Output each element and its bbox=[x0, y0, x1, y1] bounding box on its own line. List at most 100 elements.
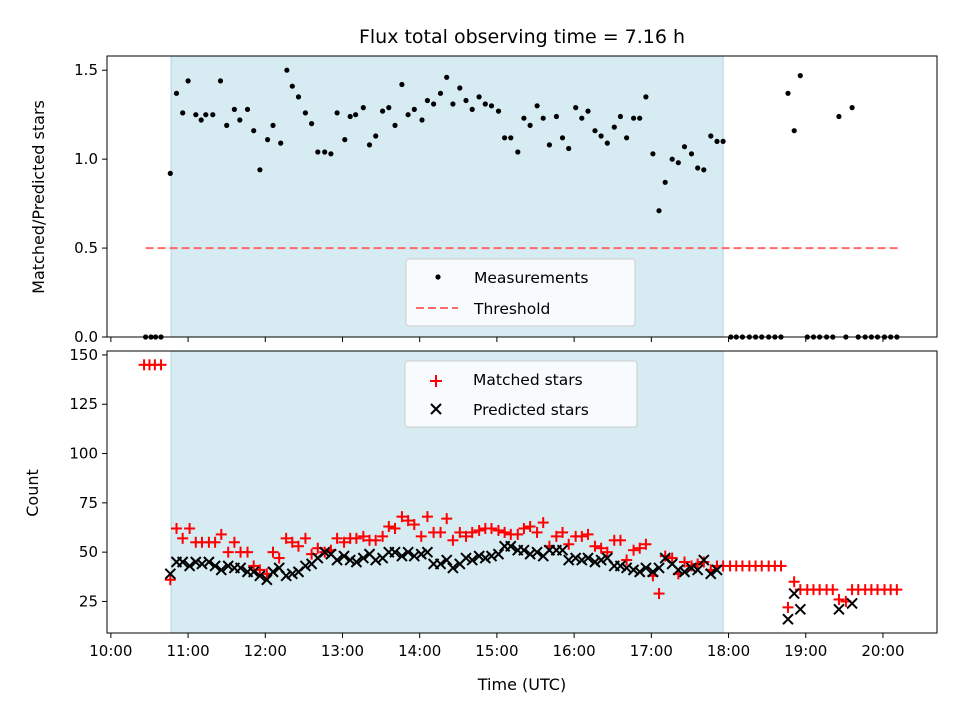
predicted-star-point bbox=[620, 562, 633, 574]
matched-star-point bbox=[280, 532, 292, 544]
predicted-star-point bbox=[254, 570, 266, 582]
predicted-star-point bbox=[357, 552, 370, 564]
legend-predicted-label: Predicted stars bbox=[473, 401, 589, 419]
predicted-star-point bbox=[396, 550, 408, 562]
legend-predicted-marker bbox=[430, 403, 442, 415]
predicted-star-point bbox=[319, 546, 331, 558]
predicted-star-point bbox=[788, 587, 800, 600]
matched-star-point bbox=[891, 584, 903, 596]
x-tick-label: 14:00 bbox=[398, 642, 441, 660]
matched-star-point bbox=[557, 526, 569, 538]
predicted-star-point bbox=[634, 566, 646, 578]
matched-star-point bbox=[698, 556, 710, 568]
measurement-point bbox=[585, 108, 591, 114]
measurement-point bbox=[604, 140, 610, 146]
predicted-star-point bbox=[441, 554, 453, 566]
x-tick-label: 19:00 bbox=[784, 642, 827, 660]
matched-star-point bbox=[659, 550, 671, 562]
x-tick-label: 17:00 bbox=[630, 642, 673, 660]
matched-star-point bbox=[466, 526, 478, 538]
measurement-point bbox=[224, 122, 230, 128]
measurement-point bbox=[334, 110, 340, 116]
matched-star-point bbox=[184, 522, 196, 534]
matched-star-point bbox=[435, 526, 447, 538]
predicted-star-point bbox=[569, 552, 582, 564]
measurement-point bbox=[495, 108, 502, 114]
measurement-point bbox=[502, 135, 508, 141]
measurement-point bbox=[695, 165, 701, 171]
matched-star-point bbox=[628, 544, 640, 556]
matched-star-point bbox=[666, 552, 678, 564]
measurement-point bbox=[424, 97, 430, 104]
measurement-point bbox=[198, 117, 204, 123]
measurement-point bbox=[546, 142, 553, 148]
measurement-point bbox=[231, 106, 237, 112]
predicted-star-point bbox=[203, 556, 215, 568]
predicted-star-point bbox=[782, 613, 794, 625]
matched-star-point bbox=[421, 511, 433, 523]
predicted-star-point bbox=[421, 546, 434, 558]
predicted-star-point bbox=[369, 554, 382, 566]
y-tick-label: 150 bbox=[69, 346, 98, 364]
predicted-star-point bbox=[344, 554, 356, 566]
matched-star-point bbox=[267, 546, 279, 558]
matched-star-point bbox=[454, 526, 466, 538]
matched-star-point bbox=[460, 530, 472, 542]
measurement-point bbox=[347, 113, 353, 120]
predicted-star-point bbox=[286, 568, 299, 580]
predicted-star-point bbox=[524, 548, 536, 560]
predicted-star-point bbox=[485, 550, 498, 562]
y-tick-label: 125 bbox=[69, 395, 98, 413]
y-tick-label: 25 bbox=[79, 592, 98, 610]
predicted-star-point bbox=[234, 562, 247, 574]
measurement-point bbox=[431, 101, 437, 107]
matched-star-point bbox=[614, 534, 626, 546]
x-tick-label: 16:00 bbox=[552, 642, 595, 660]
predicted-star-point bbox=[299, 560, 312, 572]
matched-star-point bbox=[512, 528, 524, 540]
matched-star-point bbox=[679, 556, 691, 568]
measurement-point bbox=[419, 117, 425, 123]
measurement-point bbox=[386, 105, 392, 111]
bottom-panel: 25 50 75 100 125 150 10:00 11:00 12:00 13:00 14:0… bbox=[23, 346, 938, 694]
matched-star-point bbox=[537, 517, 549, 529]
matched-star-point bbox=[370, 534, 382, 546]
measurement-point bbox=[515, 149, 521, 155]
x-tick-label: 18:00 bbox=[707, 642, 750, 660]
predicted-star-point bbox=[209, 560, 221, 572]
measurement-point bbox=[785, 90, 791, 96]
matched-star-point bbox=[775, 560, 787, 572]
predicted-star-point bbox=[280, 570, 292, 582]
matched-star-point bbox=[177, 532, 189, 544]
predicted-star-point bbox=[222, 560, 234, 572]
y-tick-label: 100 bbox=[69, 445, 98, 463]
matched-star-point bbox=[492, 524, 504, 536]
measurement-point bbox=[457, 85, 463, 91]
measurement-point bbox=[251, 128, 257, 134]
y-tick-label: 0.0 bbox=[74, 328, 98, 346]
legend-threshold-label: Threshold bbox=[473, 300, 550, 318]
predicted-star-point bbox=[640, 562, 652, 574]
matched-star-point bbox=[170, 522, 182, 534]
legend-matched-label: Matched stars bbox=[473, 371, 583, 389]
matched-star-point bbox=[531, 526, 543, 538]
predicted-star-point bbox=[678, 566, 691, 578]
predicted-star-point bbox=[267, 566, 279, 578]
top-axes-frame bbox=[106, 55, 938, 338]
matched-star-point bbox=[692, 558, 704, 570]
matched-star-point bbox=[209, 536, 221, 548]
matched-star-point bbox=[222, 546, 234, 558]
predicted-star-point bbox=[563, 554, 575, 566]
predicted-star-point bbox=[531, 546, 543, 558]
measurement-point bbox=[720, 138, 726, 144]
matched-star-point bbox=[833, 593, 845, 605]
measurement-point bbox=[270, 122, 276, 128]
matched-star-point bbox=[634, 542, 646, 554]
x-axis-label: Time (UTC) bbox=[477, 675, 566, 694]
measurement-point bbox=[444, 74, 450, 80]
measurement-point bbox=[167, 170, 173, 176]
measurement-point bbox=[617, 113, 624, 120]
measurement-point bbox=[302, 110, 308, 116]
measurement-point bbox=[624, 135, 630, 141]
